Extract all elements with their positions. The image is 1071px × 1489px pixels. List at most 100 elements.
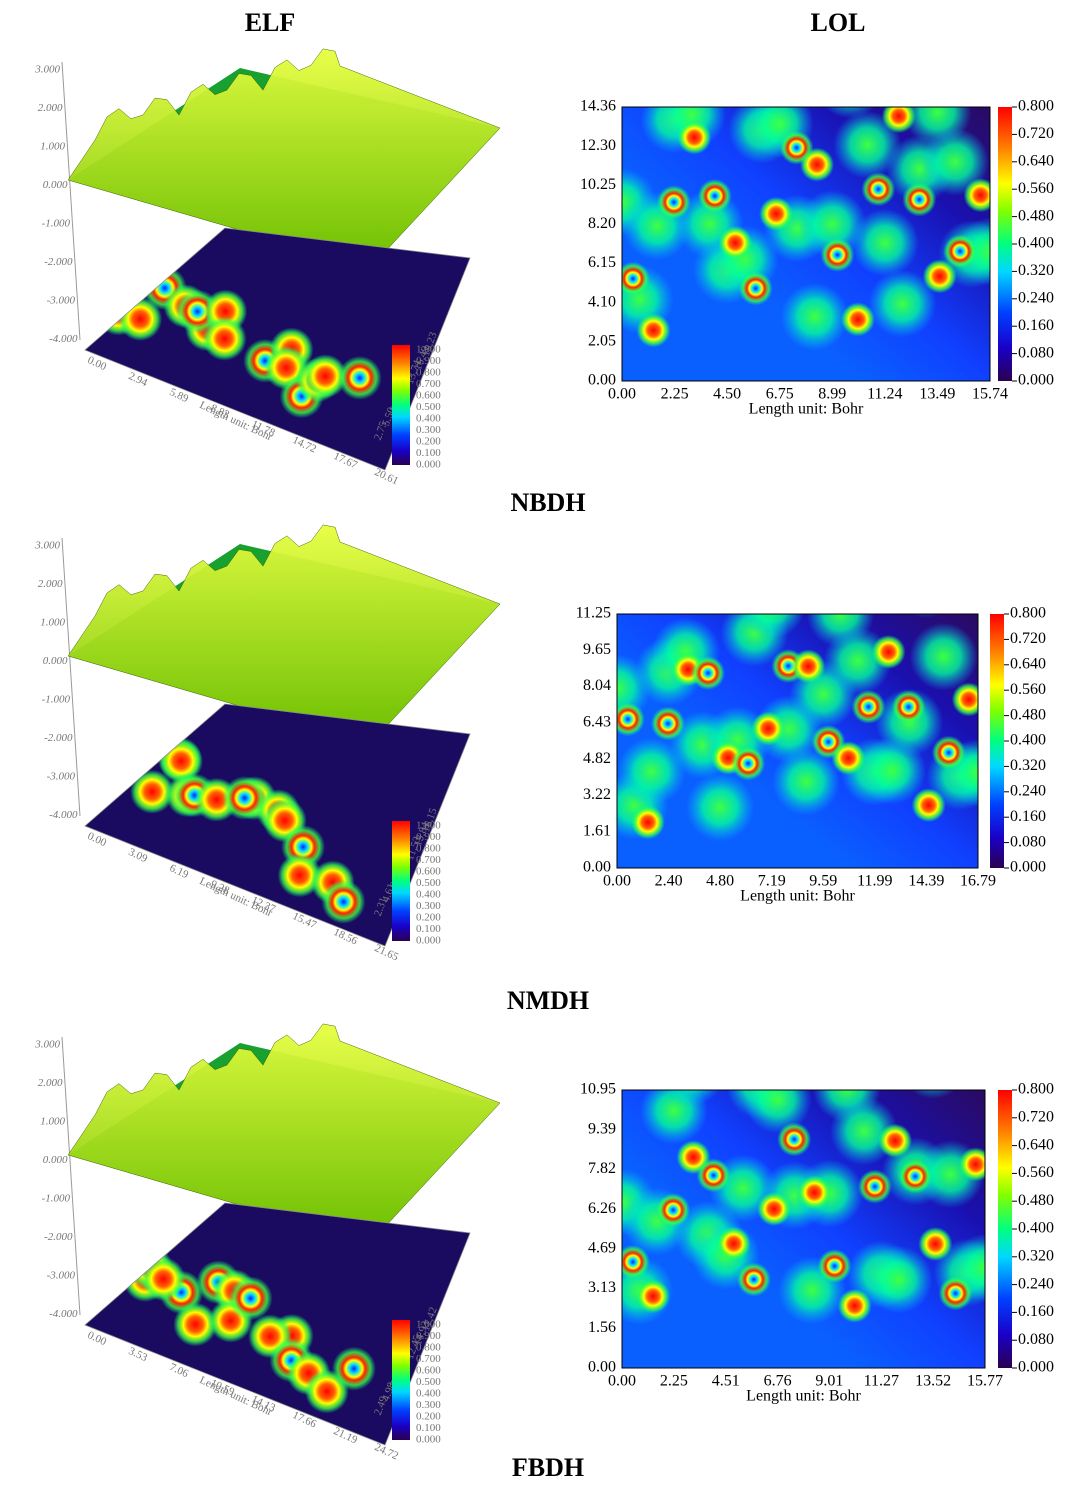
x-tick-label: 15.74 [972, 386, 1008, 403]
colorbar-label: 0.560 [1018, 1164, 1054, 1181]
elf-basin [337, 355, 382, 400]
y-tick-label: 4.69 [588, 1240, 616, 1257]
elf-basin [92, 249, 137, 294]
basin [943, 234, 978, 269]
elf-basin [173, 1302, 218, 1347]
colorbar-label: 0.400 [1018, 1220, 1054, 1237]
axis-label: Length unit: Bohr [746, 1388, 861, 1405]
y-tick-label: 9.39 [588, 1120, 616, 1137]
basin [738, 271, 773, 306]
y-tick-label: 14.36 [580, 98, 616, 115]
halo [909, 622, 978, 691]
z-tick-label: -3.000 [47, 295, 76, 307]
heatmap [617, 614, 978, 868]
x-tick-label: 11.99 [857, 873, 892, 890]
elf-3d: 3.000 2.000 1.000 0.000 -1.000 -2.000 -3.000 -4… [34, 48, 501, 487]
basin [622, 261, 651, 296]
y-tick-label: 10.25 [580, 176, 616, 193]
basin [697, 178, 732, 213]
elf-map-frame [84, 227, 471, 471]
halo [910, 614, 943, 618]
x-tick-label: 7.19 [758, 873, 786, 890]
basin [718, 225, 753, 260]
colorbar-label: 0.300 [416, 424, 441, 436]
y-tick-label: 6.26 [588, 1200, 616, 1217]
colorbar-label: 0.400 [416, 413, 441, 425]
elf-basin [303, 354, 348, 399]
x-tick-label: 0.00 [608, 1373, 636, 1390]
halo [824, 107, 876, 119]
colorbar-label: 0.800 [416, 843, 441, 855]
z-axis [61, 61, 81, 341]
colorbar-label: 0.000 [1018, 372, 1054, 389]
halo [662, 1090, 720, 1106]
halo [920, 127, 989, 196]
z-tick-label: 1.000 [40, 617, 65, 629]
halo [743, 1090, 812, 1134]
basin [736, 1262, 771, 1297]
colorbar-label: 0.600 [416, 866, 441, 878]
elf-basin [202, 316, 247, 361]
x-tick-label: 4.51 [712, 1373, 740, 1390]
z-tick-label: 1.000 [40, 1116, 65, 1128]
z-tick-label: -1.000 [42, 218, 71, 230]
z-tick-label: 2.000 [38, 1077, 63, 1089]
colorbar-label: 0.800 [416, 367, 441, 379]
elf-basin [228, 1276, 273, 1321]
colorbar-label: 0.900 [416, 1330, 441, 1342]
z-tick-label: -2.000 [44, 1231, 73, 1243]
basin [963, 178, 990, 213]
molecule-label: NMDH [507, 986, 589, 1015]
basin [677, 120, 712, 155]
colorbar-label: 0.000 [1010, 859, 1046, 876]
basin [881, 107, 916, 134]
colorbar-label: 1.000 [416, 344, 441, 356]
heatmap [622, 1090, 985, 1368]
x-tick-label: 0.00 [608, 386, 636, 403]
heatmap [622, 107, 990, 381]
x-tick-label: 13.49 [919, 386, 955, 403]
z-axis [61, 1036, 81, 1316]
colorbar-label: 1.000 [416, 820, 441, 832]
x-tick-label: 4.80 [706, 873, 734, 890]
basin [837, 1288, 872, 1323]
colorbar-label: 0.400 [416, 1388, 441, 1400]
colorbar-label: 0.800 [416, 1342, 441, 1354]
y-tick-label: 1.56 [588, 1319, 616, 1336]
z-axis [61, 537, 81, 817]
elf-3d: 3.000 2.000 1.000 0.000 -1.000 -2.000 -3.000 -4… [34, 524, 501, 964]
z-tick-label: 3.000 [34, 64, 60, 76]
z-tick-label: -2.000 [44, 732, 73, 744]
colorbar-label: 0.700 [416, 378, 441, 390]
y-tick-label: 7.82 [588, 1160, 616, 1177]
halo [798, 190, 867, 259]
colorbar-label: 0.500 [416, 877, 441, 889]
colorbar-label: 0.000 [1018, 1359, 1054, 1376]
halo [780, 282, 849, 351]
colorbar-label: 0.720 [1018, 1108, 1054, 1125]
y-tick-label: 3.13 [588, 1279, 616, 1296]
basin [630, 805, 665, 840]
x-tick-label: 2.25 [660, 1373, 688, 1390]
colorbar-label: 0.200 [416, 1411, 441, 1423]
basin [759, 196, 794, 231]
x-tick-label: 15.77 [967, 1373, 1003, 1390]
basin [800, 147, 835, 182]
z-tick-label: 3.000 [34, 540, 60, 552]
z-tick-label: 0.000 [43, 179, 68, 191]
colorbar-label: 0.640 [1018, 1136, 1054, 1153]
molecule-label: NBDH [510, 488, 585, 517]
basin [751, 711, 786, 746]
basin [902, 182, 937, 217]
colorbar-label: 0.560 [1010, 681, 1046, 698]
elf-surface-peaks [67, 48, 501, 269]
colorbar-label: 0.800 [1018, 98, 1054, 115]
colorbar-label: 0.640 [1010, 655, 1046, 672]
z-tick-label: -4.000 [49, 1308, 78, 1320]
basin [958, 1147, 985, 1182]
x-tick-label: 2.40 [655, 873, 683, 890]
z-tick-label: -1.000 [42, 694, 71, 706]
colorbar-label: 0.720 [1018, 125, 1054, 142]
elf-basin [104, 1226, 149, 1271]
basin [817, 1249, 852, 1284]
